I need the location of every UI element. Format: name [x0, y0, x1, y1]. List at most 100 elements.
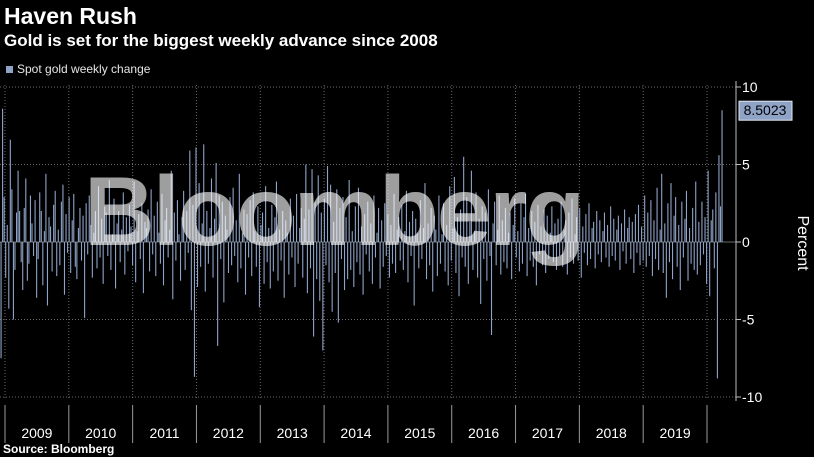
bar — [108, 180, 110, 242]
bar — [576, 217, 578, 242]
bar — [88, 195, 90, 242]
bar — [670, 183, 672, 242]
bar — [105, 212, 107, 242]
bar — [186, 211, 188, 242]
bar — [481, 206, 483, 242]
bar — [14, 242, 16, 270]
bar — [651, 242, 653, 277]
bar — [393, 193, 395, 242]
bar — [313, 242, 315, 337]
bar — [9, 139, 11, 242]
bar — [149, 242, 151, 272]
bar — [571, 198, 573, 242]
bar — [224, 215, 226, 242]
bar — [627, 228, 629, 242]
bar — [76, 242, 78, 280]
bar — [339, 207, 341, 242]
bar — [73, 193, 75, 242]
bar — [452, 228, 454, 242]
bar — [63, 242, 66, 295]
bar — [173, 212, 175, 242]
bar — [436, 242, 438, 277]
bar — [93, 232, 95, 242]
bar — [362, 242, 364, 295]
bar — [447, 242, 449, 286]
bar — [364, 214, 366, 242]
bar — [113, 198, 115, 242]
bar — [161, 193, 163, 242]
bar — [721, 110, 723, 242]
bar — [345, 217, 347, 242]
bar — [463, 156, 465, 242]
bar — [254, 231, 256, 242]
bar — [396, 229, 398, 242]
bar — [85, 203, 87, 242]
bar — [419, 200, 421, 242]
bar — [678, 224, 680, 242]
bar — [99, 242, 101, 258]
bar — [648, 242, 650, 256]
bar — [196, 242, 199, 287]
bar — [525, 193, 527, 242]
bar — [602, 231, 604, 242]
bar — [478, 218, 480, 242]
bar — [410, 242, 412, 256]
bar — [128, 204, 131, 242]
bar — [405, 190, 407, 242]
bar — [32, 242, 35, 256]
bar — [450, 242, 452, 261]
bar — [709, 242, 711, 297]
bar — [291, 242, 293, 258]
chart-title: Haven Rush — [4, 3, 137, 29]
bar — [240, 242, 242, 269]
bar — [25, 178, 27, 242]
bar — [385, 242, 387, 256]
bar — [467, 242, 469, 284]
bar — [432, 242, 434, 292]
bar — [147, 209, 149, 242]
bar — [357, 187, 360, 242]
bar — [110, 242, 112, 270]
y-tick-label: -10 — [742, 389, 762, 405]
bar — [266, 242, 268, 263]
bar — [642, 242, 644, 261]
bar — [551, 206, 553, 242]
bar — [523, 217, 525, 242]
bar — [633, 242, 635, 273]
bar — [622, 242, 624, 252]
bar — [456, 217, 459, 242]
bar — [34, 200, 36, 242]
bar — [374, 242, 377, 258]
bar — [299, 228, 301, 242]
bar — [583, 242, 585, 253]
bar — [368, 242, 370, 272]
bar — [607, 224, 609, 242]
bar — [200, 242, 202, 267]
bar — [704, 217, 706, 242]
bar — [97, 186, 100, 242]
bar — [80, 242, 83, 261]
bar — [65, 214, 67, 242]
x-tick-label: 2012 — [213, 425, 244, 441]
bar — [316, 242, 318, 280]
bar — [77, 228, 79, 242]
bar — [193, 242, 196, 377]
bar — [156, 201, 158, 242]
bar — [37, 242, 39, 260]
bar — [114, 242, 117, 289]
bar — [565, 220, 567, 242]
chart-subtitle: Gold is set for the biggest weekly advan… — [4, 31, 438, 50]
bar — [675, 197, 677, 242]
bar — [181, 217, 183, 242]
bar — [580, 242, 582, 278]
bar — [8, 242, 10, 309]
bar — [275, 181, 278, 242]
bar — [706, 242, 708, 284]
bar — [494, 201, 496, 242]
bar — [57, 229, 59, 242]
bar — [543, 209, 545, 242]
bar — [613, 218, 615, 242]
bar — [391, 242, 394, 264]
bar — [412, 211, 414, 242]
bar — [656, 187, 658, 242]
